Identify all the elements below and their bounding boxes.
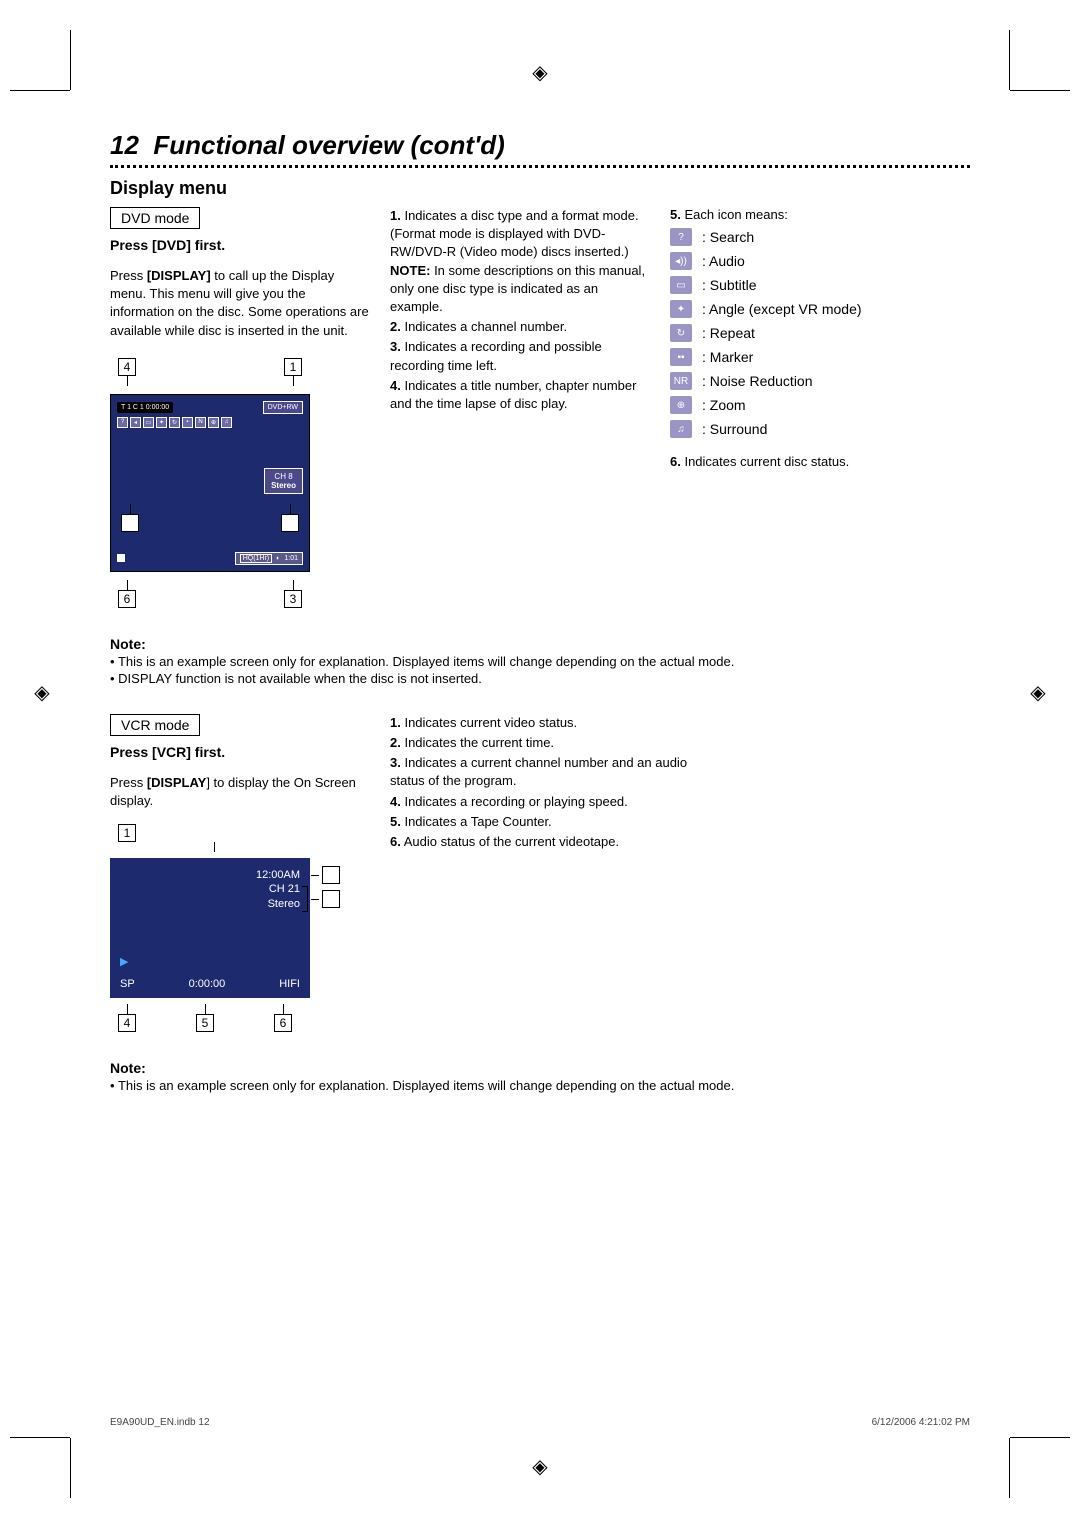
crop-mark	[10, 1437, 70, 1438]
callout-6: 6	[118, 590, 136, 608]
note-item: This is an example screen only for expla…	[110, 1078, 970, 1093]
vcr-sp: SP	[120, 978, 135, 990]
dvd-format-label: DVD+RW	[263, 401, 303, 414]
surround-mini-icon: ♫	[221, 417, 232, 428]
crop-mark	[1009, 1438, 1010, 1498]
callout-3: 3	[284, 590, 302, 608]
dvd-intro: Press [DISPLAY] to call up the Display m…	[110, 267, 370, 340]
vcr-callout-1: 1	[118, 824, 136, 842]
page-footer: E9A90UD_EN.indb 12 6/12/2006 4:21:02 PM	[110, 1417, 970, 1428]
callout-2: 2	[281, 514, 299, 532]
subtitle-mini-icon: ▭	[143, 417, 154, 428]
play-icon: ▶	[120, 955, 128, 968]
audio-mini-icon: ◂	[130, 417, 141, 428]
vcr-list: 1. Indicates current video status. 2. In…	[390, 714, 690, 851]
vcr-intro: Press [DISPLAY] to display the On Screen…	[110, 774, 370, 810]
note-section-2: Note: This is an example screen only for…	[110, 1060, 970, 1093]
callout-5: 5	[121, 514, 139, 532]
surround-icon: ♫	[670, 420, 692, 438]
note-item: This is an example screen only for expla…	[110, 654, 970, 669]
vcr-callout-4: 4	[118, 1014, 136, 1032]
marker-mini-icon: ▪	[182, 417, 193, 428]
vcr-left-column: VCR mode Press [VCR] first. Press [DISPL…	[110, 714, 370, 1032]
zoom-icon: ⊕	[670, 396, 692, 414]
dvd-icon-strip: ? ◂ ▭ ✦ ↻ ▪ N ⊕ ♫	[117, 417, 303, 428]
dvd-mode-box: DVD mode	[110, 207, 200, 229]
nr-icon: NR	[670, 372, 692, 390]
page-number: 12	[110, 130, 139, 160]
dvd-left-column: DVD mode Press [DVD] first. Press [DISPL…	[110, 207, 370, 608]
angle-icon: ✦	[670, 300, 692, 318]
vcr-callout-3: 3	[322, 890, 340, 908]
dotted-divider	[110, 165, 970, 168]
note-title: Note:	[110, 1060, 970, 1076]
page-title: 12 Functional overview (cont'd)	[110, 130, 970, 161]
audio-icon: ◂))	[670, 252, 692, 270]
vcr-middle-column: 1. Indicates current video status. 2. In…	[390, 714, 690, 1032]
dvd-middle-column: 1. Indicates a disc type and a format mo…	[390, 207, 650, 608]
page-title-text: Functional overview (cont'd)	[153, 130, 504, 160]
crop-mark	[70, 1438, 71, 1498]
vcr-time-block: 12:00AM CH 21 Stereo	[256, 868, 300, 911]
note-item: DISPLAY function is not available when t…	[110, 671, 970, 686]
callout-4: 4	[118, 358, 136, 376]
note-title: Note:	[110, 636, 970, 652]
vcr-display-figure: 1 12:00AM CH 21 Stereo 2 3 ▶ SP 0:00:00	[110, 824, 310, 1032]
repeat-icon: ↻	[670, 324, 692, 342]
footer-left: E9A90UD_EN.indb 12	[110, 1417, 210, 1428]
press-dvd-first: Press [DVD] first.	[110, 237, 370, 253]
angle-mini-icon: ✦	[156, 417, 167, 428]
vcr-callout-2: 2	[322, 866, 340, 884]
dvd-section: DVD mode Press [DVD] first. Press [DISPL…	[110, 207, 970, 608]
vcr-counter: 0:00:00	[189, 978, 226, 990]
vcr-hifi: HIFI	[279, 978, 300, 990]
crop-mark	[1010, 1437, 1070, 1438]
nr-mini-icon: N	[195, 417, 206, 428]
marker-icon: ▪▪	[670, 348, 692, 366]
section-title: Display menu	[110, 178, 970, 199]
press-vcr-first: Press [VCR] first.	[110, 744, 370, 760]
zoom-mini-icon: ⊕	[208, 417, 219, 428]
dvd-list: 1. Indicates a disc type and a format mo…	[390, 207, 650, 413]
search-icon: ?	[670, 228, 692, 246]
note-section-1: Note: This is an example screen only for…	[110, 636, 970, 686]
dvd-channel-box: CH 8 Stereo	[264, 468, 303, 494]
subtitle-icon: ▭	[670, 276, 692, 294]
registration-mark-icon	[528, 1454, 552, 1478]
dvd-title-chapter: T 1 C 1 0:00:00	[117, 402, 173, 413]
vcr-callout-5: 5	[196, 1014, 214, 1032]
icon-meaning-list: ?: Search ◂)): Audio ▭: Subtitle ✦: Angl…	[670, 228, 970, 438]
vcr-section: VCR mode Press [VCR] first. Press [DISPL…	[110, 714, 970, 1032]
repeat-mini-icon: ↻	[169, 417, 180, 428]
footer-right: 6/12/2006 4:21:02 PM	[872, 1417, 970, 1428]
vcr-callout-6: 6	[274, 1014, 292, 1032]
dvd-rec-box: HQ(1Hr) ◐ 1:01	[235, 552, 303, 565]
search-mini-icon: ?	[117, 417, 128, 428]
vcr-mode-box: VCR mode	[110, 714, 200, 736]
vcr-panel: 12:00AM CH 21 Stereo 2 3 ▶ SP 0:00:00 HI…	[110, 858, 310, 998]
callout-1: 1	[284, 358, 302, 376]
stop-icon	[117, 554, 125, 562]
dvd-display-figure: 4 1 T 1 C 1 0:00:00 DVD+RW ? ◂ ▭ ✦ ↻	[110, 358, 310, 608]
dvd-right-column: 5. Each icon means: ?: Search ◂)): Audio…	[670, 207, 970, 608]
dvd-panel: T 1 C 1 0:00:00 DVD+RW ? ◂ ▭ ✦ ↻ ▪ N ⊕ ♫	[110, 394, 310, 572]
